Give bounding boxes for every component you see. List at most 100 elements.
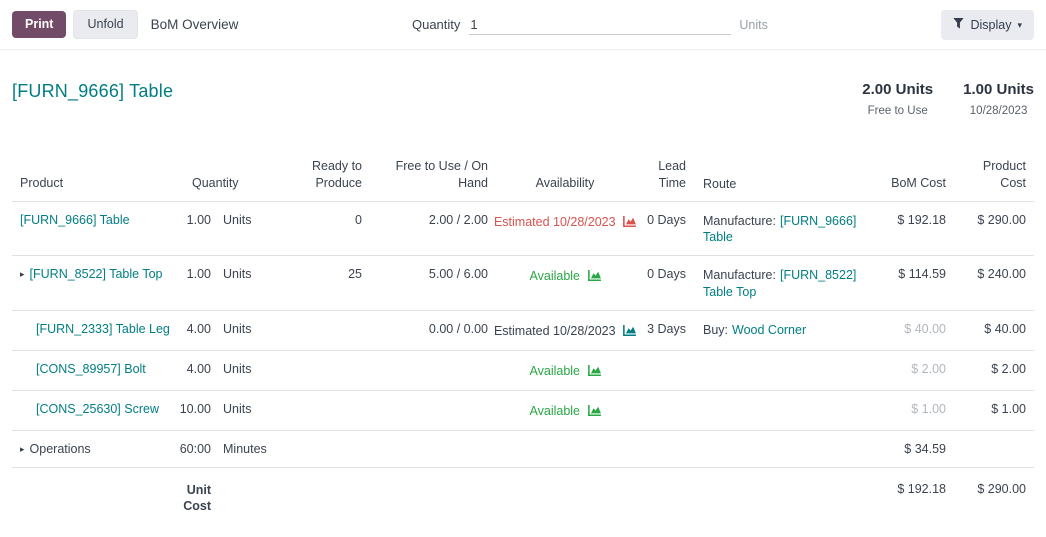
ready-to-produce-cell [277, 311, 370, 350]
display-dropdown-button[interactable]: Display ▾ [941, 9, 1034, 40]
breadcrumb-title: BoM Overview [150, 17, 239, 32]
unfold-button[interactable]: Unfold [73, 9, 138, 40]
product-link[interactable]: [FURN_2333] Table Leg [36, 321, 170, 336]
filter-funnel-icon [953, 17, 965, 32]
lead-time-cell [640, 351, 688, 390]
footer-spacer [12, 468, 170, 515]
forecast-area-chart-icon[interactable] [587, 362, 601, 380]
product-link[interactable]: [CONS_89957] Bolt [36, 361, 146, 376]
metric-free-to-use: 2.00 Units Free to Use [862, 81, 933, 117]
product-link[interactable]: [FURN_9666] Table [20, 212, 130, 227]
quantity-cell: 1.00 [186, 212, 211, 227]
availability-cell: Estimated 10/28/2023 [494, 215, 636, 229]
free-on-hand-cell [370, 391, 490, 430]
route-cell [688, 391, 864, 430]
quantity-cell: 1.00 [186, 267, 211, 282]
availability-text: Available [529, 269, 581, 284]
footer-cell [277, 468, 370, 515]
display-button-label: Display [970, 17, 1012, 32]
bom-cost-cell: $ 40.00 [904, 321, 946, 336]
expand-caret-icon[interactable]: ▸ [20, 444, 25, 455]
availability-cell [490, 431, 640, 467]
footer-product-cost: $ 290.00 [977, 482, 1026, 497]
free-on-hand-cell [370, 351, 490, 390]
top-toolbar: Print Unfold BoM Overview Quantity Units… [0, 0, 1046, 50]
bom-cost-cell: $ 2.00 [911, 361, 946, 376]
page-title: [FURN_9666] Table [12, 81, 174, 101]
route-cell [688, 351, 864, 390]
product-link[interactable]: [CONS_25630] Screw [36, 402, 159, 416]
route-type-label: Manufacture: [703, 268, 776, 283]
route-link[interactable]: [FURN_9666] Table [703, 213, 857, 244]
route-cell: Buy: Wood Corner [688, 311, 864, 350]
bom-cost-cell: $ 192.18 [897, 212, 946, 227]
expand-caret-icon[interactable]: ▸ [20, 269, 25, 280]
bom-overview-table: Product Quantity Ready to Produce Free t… [12, 158, 1034, 515]
product-cost-cell: $ 240.00 [977, 267, 1026, 282]
unit-cell: Units [223, 321, 252, 336]
product-link[interactable]: [FURN_8522] Table Top [29, 267, 163, 282]
lead-time-cell [640, 431, 688, 467]
operations-label[interactable]: Operations [29, 442, 91, 457]
quantity-cell: 60:00 [179, 442, 211, 457]
availability-cell: Available [530, 364, 601, 378]
header-ready-to-produce: Ready to Produce [311, 159, 362, 190]
footer-cell [370, 468, 490, 515]
footer-cell [490, 468, 640, 515]
footer-cell [215, 468, 277, 515]
route-cell: Manufacture: [FURN_8522] Table Top [688, 256, 864, 310]
free-on-hand-cell: 0.00 / 0.00 [428, 321, 488, 336]
footer-cell [688, 468, 864, 515]
forecast-area-chart-icon[interactable] [587, 402, 601, 420]
availability-text: Estimated 10/28/2023 [493, 323, 616, 338]
footer-cell [640, 468, 688, 515]
header-route: Route [703, 176, 737, 191]
table-row-operations: ▸ Operations 60:00 Minutes $ 34.59 [12, 431, 1034, 469]
unit-cost-label: Unit Cost [183, 483, 211, 514]
quantity-cell: 10.00 [179, 402, 211, 416]
unit-cell: Units [223, 361, 252, 376]
route-cell: Manufacture: [FURN_9666] Table [688, 202, 864, 256]
route-link[interactable]: Wood Corner [732, 322, 807, 337]
header-availability: Availability [535, 175, 595, 190]
metric-label: 10/28/2023 [969, 105, 1028, 117]
forecast-area-chart-icon[interactable] [587, 267, 601, 285]
table-row: [FURN_2333] Table Leg 4.00 Units 0.00 / … [12, 311, 1034, 351]
availability-text: Available [529, 404, 581, 418]
unit-cell: Units [223, 267, 252, 282]
quantity-cell: 4.00 [186, 361, 211, 376]
product-cost-cell: $ 2.00 [991, 361, 1026, 376]
unit-cell: Minutes [223, 442, 267, 457]
unit-cell: Units [223, 402, 252, 416]
product-cost-cell [954, 431, 1034, 467]
lead-time-cell: 0 Days [647, 212, 686, 227]
header-lead-time: Lead Time [658, 159, 686, 190]
free-on-hand-cell: 2.00 / 2.00 [428, 212, 488, 227]
header-product: Product [20, 175, 64, 190]
table-row: ▸ [FURN_8522] Table Top 1.00 Units 25 5.… [12, 256, 1034, 311]
summary-header: [FURN_9666] Table 2.00 Units Free to Use… [0, 81, 1046, 117]
ready-to-produce-cell [277, 351, 370, 390]
forecast-area-chart-icon[interactable] [623, 322, 636, 340]
availability-text: Available [529, 363, 581, 378]
print-button[interactable]: Print [12, 10, 67, 39]
bom-cost-cell: $ 34.59 [904, 442, 946, 457]
forecast-area-chart-icon[interactable] [623, 213, 636, 231]
free-on-hand-cell: 5.00 / 6.00 [428, 267, 488, 282]
route-type-label: Buy: [703, 322, 729, 337]
header-product-cost: Product Cost [982, 159, 1026, 190]
route-cell [688, 431, 864, 467]
quantity-input[interactable] [469, 14, 732, 35]
header-bom-cost: BoM Cost [891, 175, 946, 190]
product-cost-cell: $ 40.00 [984, 321, 1026, 336]
route-link[interactable]: [FURN_8522] Table Top [703, 268, 857, 299]
lead-time-cell: 0 Days [647, 267, 686, 282]
summary-metrics: 2.00 Units Free to Use 1.00 Units 10/28/… [862, 81, 1034, 117]
availability-cell: Available [530, 269, 601, 283]
product-cost-cell: $ 290.00 [977, 212, 1026, 227]
ready-to-produce-cell [277, 431, 370, 467]
quantity-unit-label: Units [739, 17, 768, 32]
quantity-cell: 4.00 [186, 321, 211, 336]
bom-cost-cell: $ 114.59 [898, 267, 946, 282]
lead-time-cell [640, 391, 688, 430]
